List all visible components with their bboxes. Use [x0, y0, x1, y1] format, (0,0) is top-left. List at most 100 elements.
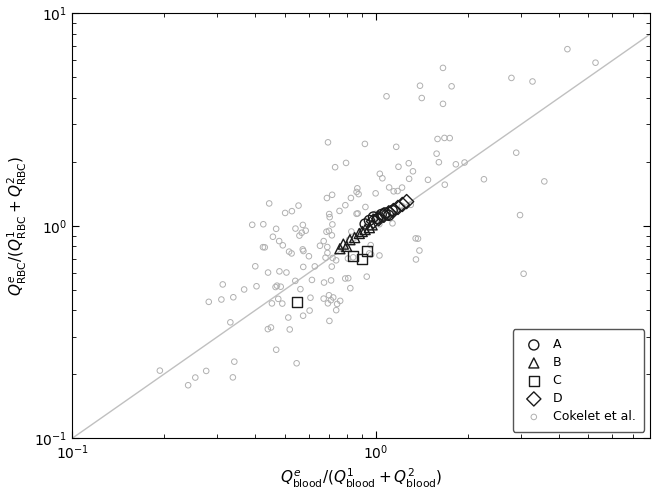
Cokelet et al.	[320, 253, 331, 261]
Cokelet et al.	[216, 296, 226, 304]
Cokelet et al.	[345, 284, 356, 292]
Cokelet et al.	[459, 159, 470, 167]
Cokelet et al.	[322, 249, 333, 257]
Cokelet et al.	[377, 174, 388, 182]
A	[384, 211, 394, 219]
Cokelet et al.	[323, 138, 333, 146]
Cokelet et al.	[266, 323, 276, 331]
Cokelet et al.	[346, 194, 356, 202]
Cokelet et al.	[515, 211, 525, 219]
Cokelet et al.	[298, 221, 308, 229]
D	[401, 197, 412, 205]
Cokelet et al.	[440, 181, 450, 188]
Cokelet et al.	[268, 233, 278, 241]
Cokelet et al.	[365, 241, 376, 249]
Cokelet et al.	[359, 140, 370, 148]
Cokelet et al.	[352, 210, 362, 218]
A	[372, 215, 382, 223]
Cokelet et al.	[411, 235, 421, 243]
C	[357, 255, 367, 263]
Cokelet et al.	[434, 158, 444, 166]
D	[368, 217, 379, 225]
Cokelet et al.	[407, 167, 418, 175]
Cokelet et al.	[331, 256, 341, 264]
D	[379, 211, 389, 219]
Cokelet et al.	[374, 251, 384, 259]
D	[388, 206, 399, 214]
Cokelet et al.	[343, 274, 354, 282]
Cokelet et al.	[287, 207, 297, 215]
X-axis label: $Q^e_{\mathrm{blood}}/(Q^1_{\mathrm{blood}} + Q^2_{\mathrm{blood}})$: $Q^e_{\mathrm{blood}}/(Q^1_{\mathrm{bloo…	[280, 467, 443, 491]
Cokelet et al.	[293, 201, 304, 209]
Cokelet et al.	[415, 82, 425, 90]
Cokelet et al.	[438, 100, 448, 108]
B	[350, 234, 360, 242]
D	[384, 209, 394, 217]
Cokelet et al.	[324, 210, 335, 218]
Cokelet et al.	[414, 247, 424, 254]
Cokelet et al.	[327, 220, 338, 228]
Cokelet et al.	[511, 149, 522, 157]
Cokelet et al.	[297, 246, 308, 253]
Cokelet et al.	[229, 358, 239, 366]
Cokelet et al.	[258, 220, 268, 228]
Cokelet et al.	[330, 163, 340, 171]
Cokelet et al.	[479, 175, 489, 183]
B	[354, 230, 365, 238]
Cokelet et al.	[305, 294, 316, 302]
Cokelet et al.	[315, 242, 325, 249]
A	[360, 220, 371, 228]
Cokelet et al.	[273, 295, 283, 303]
Cokelet et al.	[267, 300, 277, 308]
Cokelet et al.	[218, 280, 228, 288]
Cokelet et al.	[264, 199, 274, 207]
Cokelet et al.	[295, 285, 306, 293]
Cokelet et al.	[335, 297, 346, 305]
Cokelet et al.	[263, 269, 274, 277]
Cokelet et al.	[310, 262, 320, 270]
Cokelet et al.	[326, 276, 337, 284]
B	[364, 224, 375, 232]
Cokelet et al.	[274, 237, 285, 245]
Cokelet et al.	[274, 267, 285, 275]
C	[361, 247, 372, 255]
Cokelet et al.	[360, 203, 371, 211]
Cokelet et al.	[352, 209, 363, 217]
Cokelet et al.	[432, 135, 443, 143]
Legend: A, B, C, D, Cokelet et al.: A, B, C, D, Cokelet et al.	[512, 329, 644, 432]
Cokelet et al.	[319, 279, 329, 287]
Cokelet et al.	[325, 296, 336, 304]
Cokelet et al.	[155, 367, 165, 374]
Cokelet et al.	[352, 185, 363, 192]
Cokelet et al.	[361, 273, 372, 281]
B	[367, 221, 377, 229]
Cokelet et al.	[290, 225, 300, 233]
Cokelet et al.	[276, 283, 286, 291]
Cokelet et al.	[327, 254, 338, 262]
D	[397, 200, 407, 208]
Cokelet et al.	[373, 217, 384, 225]
Cokelet et al.	[250, 262, 260, 270]
Cokelet et al.	[397, 184, 407, 191]
Cokelet et al.	[294, 232, 304, 240]
Cokelet et al.	[539, 178, 550, 186]
Cokelet et al.	[190, 373, 201, 381]
Y-axis label: $Q^e_{\mathrm{RBC}}/(Q^1_{\mathrm{RBC}} + Q^2_{\mathrm{RBC}})$: $Q^e_{\mathrm{RBC}}/(Q^1_{\mathrm{RBC}} …	[5, 156, 29, 296]
Cokelet et al.	[445, 134, 455, 142]
Cokelet et al.	[373, 217, 383, 225]
Cokelet et al.	[239, 286, 249, 294]
Cokelet et al.	[374, 220, 384, 228]
Cokelet et al.	[446, 82, 457, 90]
B	[344, 236, 355, 244]
Cokelet et al.	[506, 74, 517, 82]
Cokelet et al.	[352, 188, 362, 196]
Cokelet et al.	[527, 77, 538, 85]
Cokelet et al.	[381, 92, 392, 100]
Cokelet et al.	[354, 190, 364, 198]
C	[348, 252, 358, 260]
Cokelet et al.	[440, 134, 450, 142]
Cokelet et al.	[366, 250, 377, 258]
Cokelet et al.	[332, 300, 342, 308]
Cokelet et al.	[318, 237, 329, 245]
Cokelet et al.	[590, 59, 601, 66]
